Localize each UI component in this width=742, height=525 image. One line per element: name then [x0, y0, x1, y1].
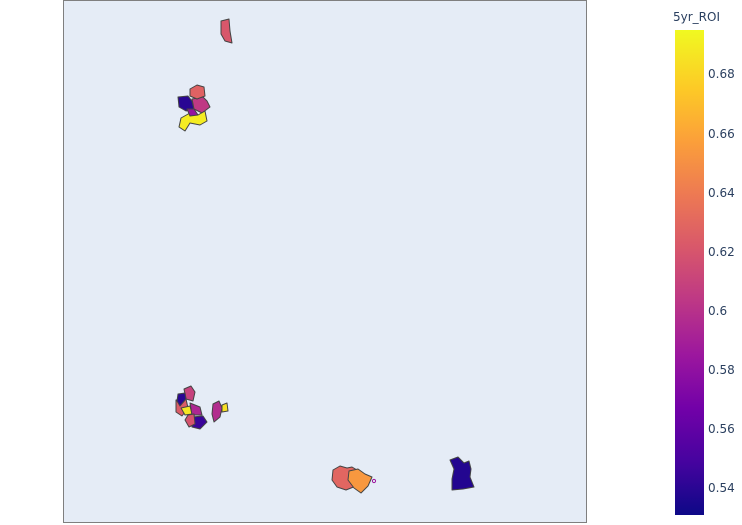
map-region-speck: [371, 478, 377, 484]
colorbar-gradient: [675, 30, 704, 515]
choropleth-map[interactable]: [64, 1, 588, 524]
map-region[interactable]: [449, 456, 475, 491]
colorbar-tick-label: 0.58: [708, 363, 735, 378]
map-region[interactable]: [220, 18, 233, 44]
map-region[interactable]: [211, 400, 223, 423]
colorbar-title: 5yr_ROI: [673, 10, 720, 24]
map-region[interactable]: [189, 402, 203, 416]
colorbar-tick-label: 0.54: [708, 481, 735, 496]
colorbar-tick-label: 0.56: [708, 422, 735, 437]
colorbar-tick-label: 0.64: [708, 185, 735, 200]
map-region[interactable]: [347, 468, 373, 494]
map-region[interactable]: [221, 402, 229, 413]
map-region[interactable]: [189, 84, 206, 100]
map-region[interactable]: [186, 108, 199, 117]
map-plot-area[interactable]: [63, 0, 587, 523]
colorbar-tick-label: 0.68: [708, 67, 735, 82]
colorbar-tick-label: 0.62: [708, 244, 735, 259]
map-region[interactable]: [176, 392, 187, 407]
map-region[interactable]: [184, 413, 196, 428]
colorbar-tick-label: 0.66: [708, 126, 735, 141]
colorbar-tick-label: 0.6: [708, 303, 728, 318]
